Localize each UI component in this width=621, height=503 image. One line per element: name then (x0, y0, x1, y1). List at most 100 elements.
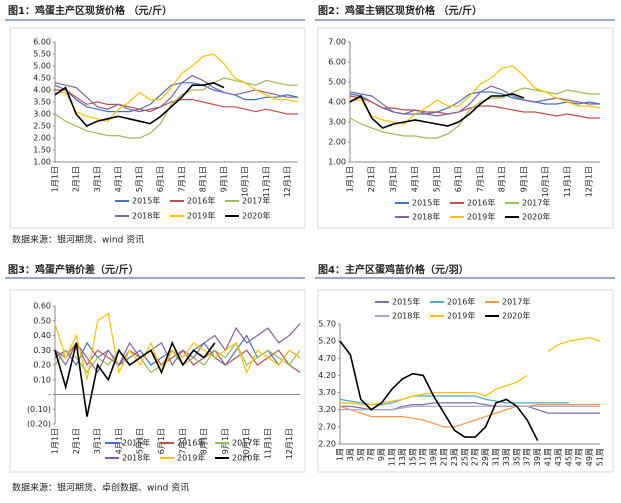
x-tick-label: 45周 (564, 448, 573, 466)
legend-label: 2016年 (177, 438, 205, 448)
y-tick-label: 0.10 (33, 375, 51, 384)
x-tick-label: 6月1日 (454, 166, 463, 192)
x-tick-label: 9月1日 (519, 166, 528, 192)
y-tick-label: (0.10) (27, 405, 51, 414)
x-tick-label: 39周 (533, 448, 542, 466)
chart-title: 图3：鸡蛋产销价差（元/斤） (8, 263, 139, 276)
y-tick-label: 7.00 (328, 38, 346, 47)
x-tick-label: 3月1日 (93, 166, 102, 192)
x-tick-label: 17周 (419, 448, 428, 466)
series-line (54, 340, 216, 417)
x-tick-label: 47周 (575, 448, 584, 466)
x-tick-label: 6月1日 (157, 428, 166, 454)
legend-label: 2018年 (392, 311, 420, 321)
x-tick-label: 12月1日 (585, 166, 594, 197)
chart-frame (9, 289, 306, 473)
x-tick-label: 1月1日 (51, 166, 60, 192)
x-tick-label: 11月1日 (262, 166, 271, 197)
y-tick-label: 2.70 (318, 422, 336, 431)
series-line (339, 404, 600, 428)
x-tick-label: 49周 (585, 448, 594, 466)
x-tick-label: 12月1日 (283, 166, 292, 197)
x-tick-label: 5月1日 (135, 166, 144, 192)
x-tick-label: 33周 (502, 448, 511, 466)
y-tick-label: 5.20 (318, 337, 336, 346)
x-tick-label: 1月1日 (51, 428, 60, 454)
series-line (55, 53, 299, 122)
y-tick-label: 4.00 (33, 86, 51, 95)
y-tick-label: 0.40 (33, 331, 51, 340)
source-note: 数据来源：银河期货、卓创数据、wind 资讯 (12, 482, 189, 494)
x-tick-label: 35周 (512, 448, 521, 466)
x-tick-label: 43周 (554, 448, 563, 466)
x-tick-label: 51周 (596, 448, 605, 466)
chart-title: 图1：鸡蛋主产区现货价格 （元/斤） (8, 4, 172, 17)
legend-label: 2019年 (467, 212, 495, 222)
y-tick-label: 0.50 (33, 316, 51, 325)
x-tick-label: 41周 (544, 448, 553, 466)
x-tick-label: 9周 (377, 448, 386, 461)
y-tick-label: 0.30 (33, 346, 51, 355)
x-tick-label: 2月1日 (72, 428, 81, 454)
legend-label: 2015年 (132, 196, 160, 206)
x-tick-label: 37周 (523, 448, 532, 466)
x-tick-label: 8月1日 (200, 428, 209, 454)
legend-label: 2020年 (232, 453, 260, 463)
x-tick-label: 29周 (481, 448, 490, 466)
x-tick-label: 19周 (429, 448, 438, 466)
y-tick-label: 3.50 (33, 98, 51, 107)
x-tick-label: 11周 (388, 448, 397, 466)
legend-label: 2019年 (447, 311, 475, 321)
chart-frame (9, 27, 306, 229)
x-tick-label: 11月1日 (563, 166, 572, 197)
x-tick-label: 31周 (492, 448, 501, 466)
x-tick-label: 21周 (440, 448, 449, 466)
chart-frame (317, 289, 614, 473)
x-tick-label: 5月1日 (432, 166, 441, 192)
x-tick-label: 13周 (398, 448, 407, 466)
legend-label: 2016年 (467, 198, 495, 208)
y-tick-label: 5.70 (318, 320, 336, 329)
y-tick-label: 2.00 (33, 134, 51, 143)
legend-label: 2020年 (502, 311, 530, 321)
x-tick-label: 7月1日 (177, 166, 186, 192)
x-tick-label: 23周 (450, 448, 459, 466)
x-tick-label: 9月1日 (221, 428, 230, 454)
series-line (349, 93, 525, 129)
legend-label: 2015年 (122, 438, 150, 448)
y-tick-label: - (48, 390, 51, 399)
x-tick-label: 8月1日 (498, 166, 507, 192)
x-tick-label: 10月1日 (541, 166, 550, 197)
x-tick-label: 9月1日 (220, 166, 229, 192)
y-tick-label: 4.50 (33, 74, 51, 83)
y-tick-label: 2.00 (328, 138, 346, 147)
series-line (54, 312, 301, 380)
x-tick-label: 2月1日 (367, 166, 376, 192)
x-tick-label: 1周 (336, 448, 345, 461)
y-tick-label: 0.20 (33, 361, 51, 370)
x-tick-label: 5月1日 (136, 428, 145, 454)
series-line (54, 82, 299, 113)
legend-label: 2018年 (122, 453, 150, 463)
x-tick-label: 27周 (471, 448, 480, 466)
x-tick-label: 1月1日 (346, 166, 355, 192)
legend-label: 2015年 (392, 297, 420, 307)
legend-label: 2017年 (232, 438, 260, 448)
series-line (54, 81, 225, 127)
series-line (55, 89, 298, 115)
series-line (340, 405, 600, 411)
y-tick-label: 2.50 (33, 122, 51, 131)
chart-title: 图4：主产区蛋鸡苗价格（元/羽） (318, 263, 469, 276)
legend-label: 2019年 (177, 453, 205, 463)
legend-label: 2020年 (242, 211, 270, 221)
chart-frame (317, 27, 614, 229)
series-line (340, 337, 601, 406)
x-tick-label: 15周 (408, 448, 417, 466)
series-line (349, 87, 600, 139)
y-tick-label: 0.60 (33, 302, 51, 311)
x-tick-label: 10月1日 (242, 428, 251, 459)
x-tick-label: 3月1日 (93, 428, 102, 454)
legend-label: 2017年 (522, 198, 550, 208)
y-tick-label: 4.00 (328, 98, 346, 107)
